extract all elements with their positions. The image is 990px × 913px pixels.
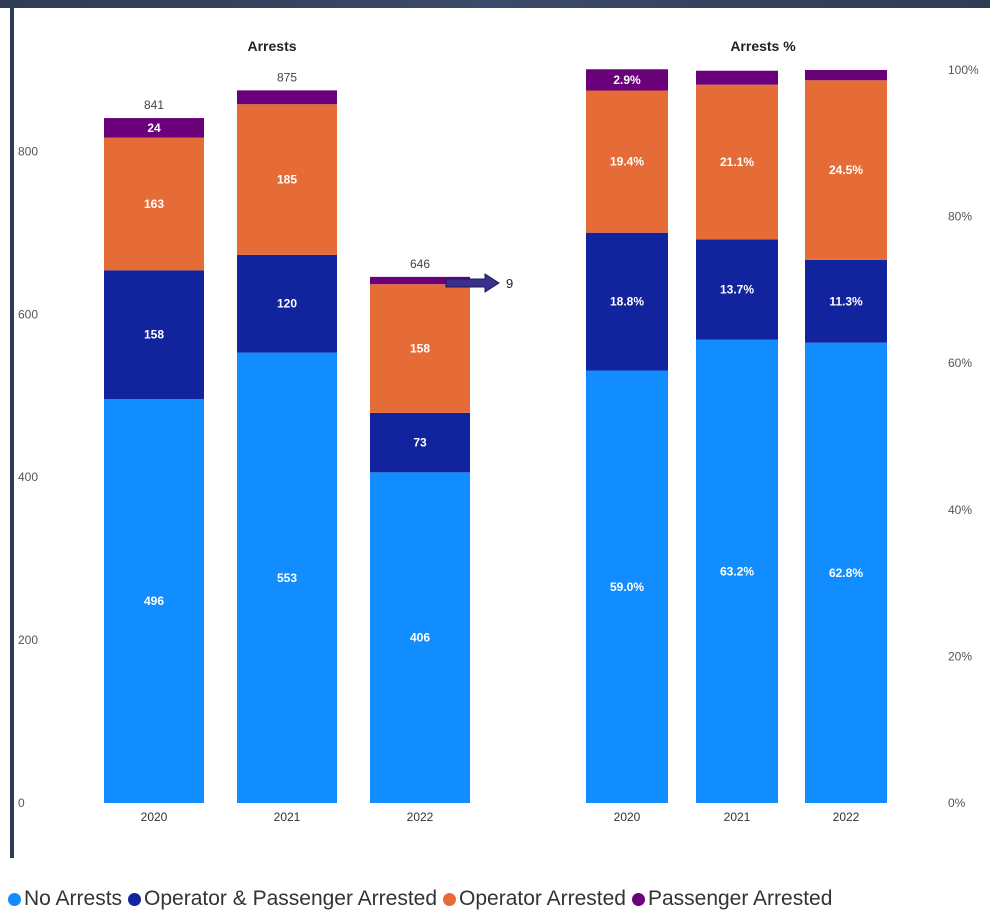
y-tick-label: 80%: [948, 210, 972, 224]
left-border: [10, 8, 14, 858]
bar-segment: [104, 270, 204, 400]
y-tick-label: 100%: [948, 63, 979, 77]
legend-label: Passenger Arrested: [647, 887, 833, 910]
x-tick-label: 2020: [614, 810, 641, 824]
y-tick-label: 40%: [948, 503, 972, 517]
y-tick-label: 0: [18, 796, 25, 810]
data-label: 2.9%: [613, 73, 641, 87]
data-label: 120: [277, 297, 297, 311]
legend-dot-icon: [443, 892, 457, 906]
bar-segment: [805, 259, 887, 343]
total-label: 646: [410, 257, 430, 271]
data-label: 19.4%: [610, 155, 644, 169]
total-label: 841: [144, 98, 164, 112]
y-tick-label: 400: [18, 470, 38, 484]
data-label: 185: [277, 173, 297, 187]
legend-item: Passenger Arrested: [631, 887, 833, 911]
legend-dot-icon: [631, 892, 645, 906]
bar-segment: [586, 232, 668, 371]
data-label: 24.5%: [829, 163, 863, 177]
bar-segment: [237, 352, 337, 803]
data-label: 13.7%: [720, 283, 754, 297]
bar-segment: [696, 339, 778, 803]
top-border: [0, 0, 990, 8]
bar-segment: [586, 90, 668, 233]
data-label: 63.2%: [720, 564, 754, 578]
data-label: 21.1%: [720, 155, 754, 169]
charts-canvas: Arrests 0 200 400 600 800 496 158 163 24 841 2020 55…: [18, 38, 979, 824]
x-tick-label: 2022: [833, 810, 860, 824]
y-tick-label: 20%: [948, 649, 972, 663]
bar-segment: [370, 412, 470, 473]
x-tick-label: 2020: [141, 810, 168, 824]
callout-label: 9: [506, 276, 513, 291]
bar-segment: [696, 239, 778, 340]
legend-label: No Arrests: [24, 887, 123, 910]
y-tick-label: 60%: [948, 356, 972, 370]
legend-dot-icon: [8, 892, 21, 906]
y-tick-label: 200: [18, 633, 38, 647]
data-label: 73: [413, 436, 427, 450]
bar-segment: [805, 80, 887, 260]
chart-title: Arrests %: [730, 38, 796, 54]
data-label: 11.3%: [829, 294, 863, 308]
legend-item: Operator Arrested: [443, 887, 626, 911]
callout-arrow-shape: [445, 273, 500, 293]
data-label: 24: [147, 121, 161, 135]
data-label: 553: [277, 571, 297, 585]
y-tick-label: 600: [18, 307, 38, 321]
bar-segment: [237, 90, 337, 105]
bar-segment: [586, 69, 668, 91]
data-label: 158: [144, 328, 164, 342]
bar-segment: [696, 70, 778, 85]
callout-arrow: [445, 273, 500, 293]
bar-segment: [237, 104, 337, 255]
bar-segment: [104, 118, 204, 138]
bar-segment: [805, 70, 887, 81]
bar-segment: [104, 399, 204, 803]
chart-title: Arrests: [247, 38, 296, 54]
legend: No Arrests Operator & Passenger Arrested O…: [8, 886, 838, 912]
x-tick-label: 2021: [274, 810, 301, 824]
bar-segment: [370, 276, 470, 285]
legend-item: No Arrests: [8, 887, 122, 911]
x-tick-label: 2022: [407, 810, 434, 824]
bar-segment: [237, 254, 337, 353]
bar-segment: [104, 137, 204, 271]
total-label: 875: [277, 70, 297, 84]
data-label: 62.8%: [829, 566, 863, 580]
y-tick-label: 800: [18, 144, 38, 158]
bar-segment: [370, 284, 470, 413]
bar-segment: [370, 472, 470, 803]
y-tick-label: 0%: [948, 796, 966, 810]
data-label: 158: [410, 342, 430, 356]
data-label: 163: [144, 197, 164, 211]
data-label: 406: [410, 631, 430, 645]
legend-dot-icon: [128, 892, 142, 906]
bar-segment: [805, 342, 887, 803]
legend-label: Operator Arrested: [459, 887, 626, 910]
data-label: 59.0%: [610, 580, 644, 594]
legend-label: Operator & Passenger Arrested: [144, 887, 438, 910]
legend-item: Operator & Passenger Arrested: [128, 887, 437, 911]
bar-segment: [586, 370, 668, 803]
x-tick-label: 2021: [724, 810, 751, 824]
data-label: 496: [144, 594, 164, 608]
bar-segment: [696, 84, 778, 240]
data-label: 18.8%: [610, 295, 644, 309]
